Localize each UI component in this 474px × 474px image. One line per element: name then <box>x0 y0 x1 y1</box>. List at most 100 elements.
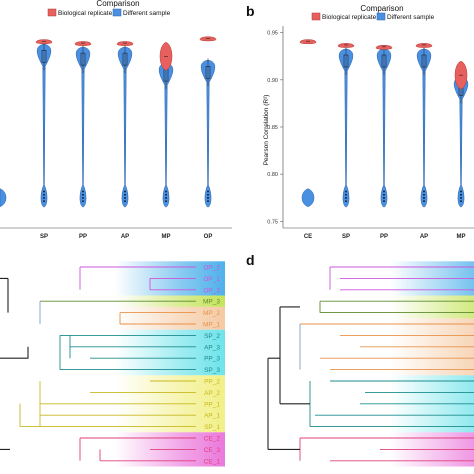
c-leaf-label-MP_1: MP_1 <box>203 322 220 329</box>
a-outlier-AP-1 <box>124 197 126 199</box>
b-violin-PP-replicate <box>375 44 393 50</box>
c-leaf-label-CE_2: CE_2 <box>204 436 221 443</box>
b-outlier-SP-0 <box>345 200 347 203</box>
b-outlier-AP-1 <box>423 197 425 199</box>
legend-a-swatch-different <box>112 8 122 17</box>
b-outlier-AP-3 <box>423 190 425 193</box>
b-violin-MP-different <box>453 76 469 208</box>
b-outlier-SP-1 <box>345 197 347 199</box>
a-outlier-PP-0 <box>82 200 84 203</box>
legend-a: Comparison Biological replicate Differen… <box>47 0 171 17</box>
b-ytick-label-1: 0.80 <box>267 172 278 178</box>
b-outlier-MP-2 <box>460 193 462 196</box>
b-outlier-PP-0 <box>383 200 385 203</box>
b-ytick-label-3: 0.90 <box>267 78 278 84</box>
a-xtick-OP: OP <box>204 234 213 240</box>
c-leaf-label-MP_3: MP_3 <box>203 299 220 306</box>
a-violin-OP-different <box>200 59 216 208</box>
a-xtick-PP: PP <box>79 234 87 240</box>
panel-letter-d: d <box>246 252 255 268</box>
b-violin-CE-different <box>301 188 315 207</box>
b-ytick-label-4: 0.95 <box>267 31 278 37</box>
b-violin-AP-replicate <box>415 43 433 48</box>
b-xtick-CE: CE <box>304 234 312 240</box>
a-outlier-OP-2 <box>207 193 209 196</box>
legend-b-label-different: Different sample <box>387 14 435 21</box>
b-outlier-MP-1 <box>460 197 462 199</box>
c-leaf-label-AP_1: AP_1 <box>204 413 220 420</box>
c-leaf-label-SP_1: SP_1 <box>204 424 220 431</box>
b-outlier-PP-2 <box>383 193 385 196</box>
a-outlier-MP-1 <box>165 197 167 199</box>
b-xtick-MP: MP <box>457 234 466 240</box>
a-outlier-SP-3 <box>43 190 45 193</box>
a-violin-SP-replicate <box>35 39 53 45</box>
c-leaf-label-OP_3: OP_3 <box>203 287 220 294</box>
c-leaf-label-MP_2: MP_2 <box>203 310 220 317</box>
b-outlier-AP-2 <box>423 193 425 196</box>
legend-b: Comparison Biological replicate Differen… <box>311 4 435 21</box>
a-outlier-PP-3 <box>82 190 84 193</box>
a-outlier-OP-0 <box>207 200 209 203</box>
b-xtick-SP: SP <box>342 234 350 240</box>
a-outlier-OP-3 <box>207 190 209 193</box>
a-outlier-MP-3 <box>165 190 167 193</box>
panel-letter-b: b <box>246 3 255 19</box>
c-leaf-label-AP_3: AP_3 <box>204 344 220 351</box>
b-outlier-AP-0 <box>423 200 425 203</box>
a-outlier-SP-0 <box>43 200 45 203</box>
d-root-branches <box>267 306 310 450</box>
violin-plot-a: SP PP AP MP OP <box>0 36 232 240</box>
b-violin-AP-different <box>416 48 432 208</box>
a-outlier-OP-1 <box>207 197 209 199</box>
a-outlier-AP-3 <box>124 190 126 193</box>
a-outlier-SP-1 <box>43 197 45 199</box>
b-outlier-SP-3 <box>345 190 347 193</box>
a-xtick-AP: AP <box>121 234 129 240</box>
a-outlier-PP-1 <box>82 197 84 199</box>
b-ytick-label-2: 0.85 <box>267 125 278 131</box>
y-axis-title-b: Pearson Correlation (R²) <box>263 95 270 166</box>
c-root-branches <box>0 277 29 450</box>
c-leaf-label-SP_3: SP_3 <box>204 367 220 374</box>
b-outlier-MP-3 <box>460 190 462 193</box>
c-leaf-label-AP_2: AP_2 <box>204 390 220 397</box>
c-leaf-label-PP_1: PP_1 <box>204 401 220 408</box>
b-xtick-AP: AP <box>420 234 428 240</box>
a-violin-OP-replicate <box>199 36 217 42</box>
a-violin-AP-replicate <box>116 41 134 46</box>
legend-a-label-replicate: Biological replicate <box>58 10 113 17</box>
a-outlier-AP-0 <box>124 200 126 203</box>
a-violin-PP-replicate <box>74 41 92 46</box>
dendrogram-c: OP_2 OP_1 OP_3 MP_3 MP_2 MP_1 SP_2 AP_3 PP_3 SP_3… <box>0 261 225 467</box>
a-violin-AP-different <box>117 46 133 208</box>
legend-a-title: Comparison <box>96 0 139 8</box>
d-band-1 <box>390 295 474 319</box>
legend-a-swatch-replicate <box>47 8 57 17</box>
a-xtick-MP: MP <box>162 234 171 240</box>
legend-b-label-replicate: Biological replicate <box>322 14 377 21</box>
a-violin-PP-different <box>75 46 91 208</box>
a-violin-SP-different <box>36 43 52 208</box>
c-leaf-label-PP_2: PP_2 <box>204 379 220 386</box>
b-ytick-label-0: 0.75 <box>267 219 278 225</box>
c-leaf-label-PP_3: PP_3 <box>204 356 220 363</box>
c-band-3 <box>115 329 225 376</box>
c-leaf-label-CE_3: CE_3 <box>204 447 221 454</box>
b-outlier-PP-3 <box>383 190 385 193</box>
c-leaf-label-SP_2: SP_2 <box>204 333 220 340</box>
b-violin-SP-replicate <box>337 43 355 48</box>
b-outlier-SP-2 <box>345 193 347 196</box>
a-outlier-MP-2 <box>165 193 167 196</box>
legend-b-title: Comparison <box>360 4 403 13</box>
a-outlier-SP-2 <box>43 193 45 196</box>
legend-b-swatch-replicate <box>311 12 321 21</box>
b-violin-CE-replicate <box>299 39 317 45</box>
c-leaf-label-OP_2: OP_2 <box>203 265 220 272</box>
violin-plot-b: Pearson Correlation (R²) 0.75 0.80 0.85 0.9… <box>263 26 474 240</box>
legend-a-label-different: Different sample <box>123 10 171 17</box>
a-outlier-MP-0 <box>165 200 167 203</box>
legend-b-swatch-different <box>376 12 386 21</box>
a-outlier-AP-2 <box>124 193 126 196</box>
